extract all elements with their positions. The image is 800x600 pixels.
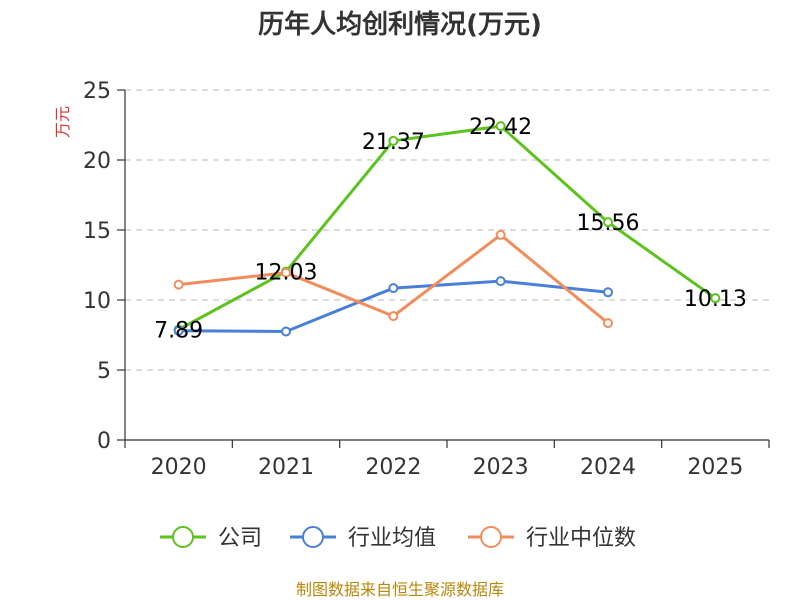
data-label: 7.89 [154, 319, 203, 344]
data-point [388, 283, 399, 294]
data-labels: 7.89 12.03 21.37 22.42 15.56 10.13 [154, 115, 747, 343]
legend-item-3[interactable]: 行业中位数 [468, 526, 636, 551]
data-label: 15.56 [577, 211, 640, 236]
legend-marker [302, 526, 324, 548]
legend-label: 行业均值 [348, 526, 436, 551]
data-point [495, 276, 506, 287]
data-point [495, 121, 506, 132]
x-tick-label: 2025 [687, 455, 743, 480]
source-note: 制图数据来自恒生聚源数据库 [296, 580, 504, 599]
series-3 [173, 229, 613, 329]
data-label: 21.37 [362, 130, 425, 155]
y-tick-label: 20 [83, 149, 111, 174]
data-label: 12.03 [255, 261, 318, 286]
data-point [173, 279, 184, 290]
y-tick-label: 15 [83, 219, 111, 244]
series-lines [173, 121, 721, 337]
data-point [173, 325, 184, 336]
y-tick-label: 0 [97, 429, 111, 454]
data-label: 10.13 [684, 287, 747, 312]
x-tick-label: 2021 [258, 455, 314, 480]
legend-marker [172, 526, 194, 548]
x-tick-label: 2020 [151, 455, 207, 480]
legend-label: 行业中位数 [526, 526, 636, 551]
y-tick-label: 5 [97, 359, 111, 384]
data-point [603, 217, 613, 228]
series-line [177, 124, 717, 331]
legend-item-1[interactable]: 公司 [160, 526, 262, 551]
y-axis-label: 万元 [53, 106, 72, 138]
legend: 公司 行业均值 行业中位数 [160, 526, 636, 551]
y-tick-label: 10 [83, 289, 111, 314]
chart-title: 历年人均创利情况(万元) [258, 9, 542, 40]
legend-marker [480, 526, 502, 548]
data-point [281, 326, 291, 337]
data-point [281, 267, 291, 278]
y-tick-label: 25 [83, 79, 111, 104]
data-point [388, 135, 399, 146]
x-tick-label: 2023 [473, 455, 529, 480]
legend-label: 公司 [218, 526, 262, 551]
series-line [177, 233, 610, 325]
series-2 [173, 276, 613, 337]
data-point [495, 229, 506, 240]
legend-item-2[interactable]: 行业均值 [290, 526, 436, 551]
data-label: 22.42 [469, 115, 532, 140]
data-point [603, 318, 613, 329]
data-point [603, 287, 613, 298]
data-point [710, 293, 721, 304]
x-tick-label: 2022 [365, 455, 421, 480]
data-point [388, 311, 399, 322]
x-tick-label: 2024 [580, 455, 636, 480]
grid-lines [125, 89, 769, 371]
